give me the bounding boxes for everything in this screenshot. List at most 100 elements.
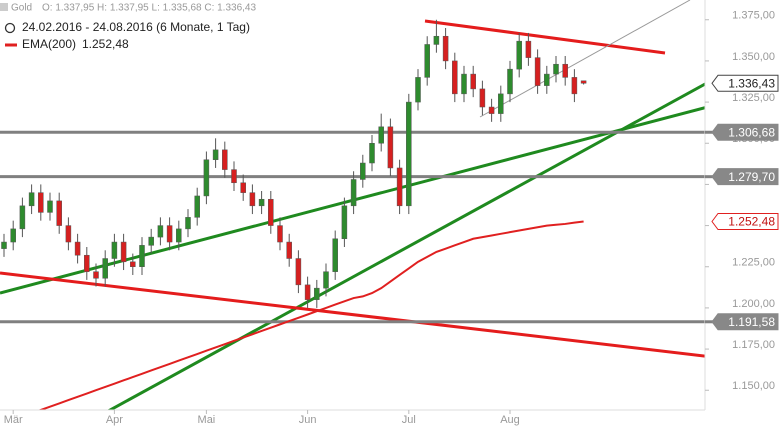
candle-body: [323, 271, 329, 289]
period-text: 24.02.2016 - 24.08.2016 (6 Monate, 1 Tag…: [22, 20, 250, 34]
candle-body: [28, 192, 35, 207]
candle-body: [470, 73, 476, 90]
candle-body: [516, 40, 522, 70]
candle-body: [332, 238, 338, 272]
y-tick-label: 1.200,00: [732, 298, 775, 310]
candle-body: [350, 179, 357, 207]
candle-body: [166, 225, 173, 243]
x-tick-label: Mai: [198, 414, 216, 426]
candle-body: [176, 228, 182, 243]
x-tick-label: Mär: [4, 414, 23, 426]
candle-body: [406, 101, 412, 207]
candle-body: [19, 205, 26, 230]
y-tick-label: 1.150,00: [732, 380, 775, 392]
ema-label: 1.252,48: [728, 215, 775, 229]
candle-body: [424, 44, 430, 78]
candle-body: [38, 192, 44, 213]
ema-label-box: [711, 212, 779, 230]
ema-line: [37, 220, 584, 410]
candle-body: [580, 80, 587, 84]
trend-line: [0, 106, 705, 295]
trend-line: [0, 271, 705, 358]
trend-line: [479, 0, 691, 118]
candle-body: [185, 217, 191, 230]
y-tick-label: 1.375,00: [732, 10, 775, 22]
y-tick-label: 1.350,00: [732, 51, 775, 63]
logo-icon: [0, 3, 8, 11]
x-tick-label: Apr: [106, 414, 123, 426]
candle-body: [240, 182, 246, 193]
candle-body: [157, 225, 164, 238]
level-label: 1.306,68: [728, 125, 775, 139]
candle-body: [544, 73, 550, 86]
current-label-box: [711, 74, 779, 92]
candle-body: [369, 143, 375, 164]
candle-body: [130, 261, 136, 267]
level-label-box: [711, 313, 779, 331]
candle-body: [488, 106, 495, 114]
current-label: 1.336,43: [728, 76, 775, 90]
candle-body: [47, 200, 53, 213]
ohlc-text: O: 1.337,95 H: 1.337,95 L: 1.335,68 C: 1…: [42, 3, 256, 14]
candle-body: [442, 35, 449, 62]
legend-value: 1.252,48: [82, 37, 129, 51]
candle-body: [433, 35, 440, 45]
candle-body: [212, 149, 219, 160]
candle-body: [74, 241, 81, 256]
candle-body: [56, 200, 62, 226]
trend-line: [107, 82, 705, 410]
candle-body: [314, 287, 320, 300]
candle-body: [222, 149, 228, 170]
candle-body: [249, 192, 256, 207]
candle-body: [102, 258, 108, 279]
level-label: 1.191,58: [728, 315, 775, 329]
candle-body: [93, 271, 99, 279]
candle-body: [1, 241, 7, 249]
trend-line: [424, 19, 666, 55]
candle-body: [277, 225, 283, 243]
candle-body: [286, 241, 292, 259]
level-label-box: [711, 168, 779, 186]
candle-body: [148, 236, 154, 246]
candle-body: [268, 198, 274, 226]
candle-body: [479, 88, 486, 108]
chart-title: Gold: [11, 3, 32, 14]
clock-icon: [4, 22, 16, 34]
x-tick-label: Jun: [299, 414, 317, 426]
candle-body: [415, 77, 421, 103]
x-tick-label: Jul: [402, 414, 416, 426]
candle-body: [231, 169, 237, 184]
level-label-box: [711, 123, 779, 141]
candle-body: [304, 284, 311, 300]
candle-body: [65, 225, 72, 243]
candle-body: [203, 159, 210, 197]
candle-body: [553, 63, 559, 75]
candle-body: [571, 77, 578, 95]
candle-body: [258, 198, 265, 207]
candle-body: [378, 126, 384, 144]
candle-body: [461, 73, 467, 95]
level-label: 1.279,70: [728, 170, 775, 184]
candle-body: [507, 68, 513, 95]
candle-body: [295, 258, 302, 286]
candle-body: [360, 162, 366, 180]
candle-body: [194, 195, 200, 218]
y-tick-label: 1.225,00: [732, 257, 775, 269]
candle-body: [562, 63, 568, 78]
candle-body: [139, 245, 145, 267]
candle-body: [111, 241, 118, 259]
candle-body: [387, 126, 394, 169]
candle-body: [498, 93, 504, 114]
candle-body: [396, 167, 403, 207]
legend-label: EMA(200): [22, 37, 76, 51]
candle-body: [452, 60, 458, 95]
candle-body: [534, 57, 541, 86]
candle-body: [10, 228, 16, 243]
y-tick-label: 1.325,00: [732, 92, 775, 104]
candle-body: [84, 254, 90, 272]
candle-body: [120, 241, 127, 263]
candle-body: [341, 205, 348, 240]
x-tick-label: Aug: [500, 414, 520, 426]
